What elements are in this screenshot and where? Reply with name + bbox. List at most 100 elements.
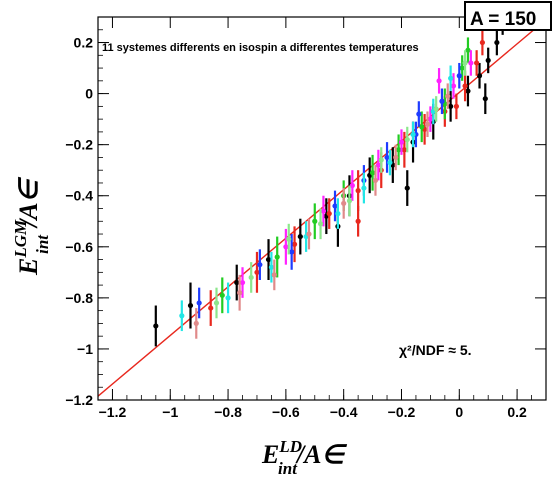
data-point [410,131,416,138]
data-point [436,78,442,84]
data-point [393,154,399,161]
data-point [326,211,332,217]
data-point [433,106,439,112]
data-point [476,73,483,79]
data-point [462,60,468,66]
x-tick-label: 0 [455,404,463,420]
data-point [355,188,361,194]
data-point [465,47,471,53]
data-point [482,96,488,102]
data-point [485,57,491,64]
data-point [465,88,471,94]
y-tick-label: −1 [77,341,93,357]
x-tick-label: −0.2 [388,404,416,420]
data-point [439,98,445,104]
data-point [427,116,433,122]
x-tick-label: −0.4 [330,404,358,420]
data-point [283,244,289,250]
data-point [404,136,410,143]
data-point [268,264,275,270]
data-point [274,254,280,260]
data-point [312,218,318,224]
data-point [265,256,272,263]
data-point [375,162,381,168]
data-point [494,39,500,46]
axis-ticks-layer [97,16,547,401]
y-axis-title-rest: /A∈ [14,176,43,229]
y-tick-label: 0.2 [74,35,94,51]
data-point [404,185,410,191]
data-point [219,292,225,298]
data-point [448,103,454,109]
x-axis-title-sub: int [278,459,298,478]
data-point [468,60,474,66]
chart-subtitle: 11 systemes differents en isospin a diff… [102,42,419,54]
data-point [187,302,194,309]
data-point [349,182,355,189]
data-point [355,218,361,224]
y-tick-label: −0.6 [65,239,93,255]
data-point [234,279,240,286]
data-point [239,279,246,286]
x-tick-label: −1.2 [99,404,127,420]
data-point [474,60,480,66]
fit-line [97,19,547,397]
tick-labels-layer: −1.2 −1 −0.8 −0.6 −0.4 −0.2 0 0.2 −1.2 −1 −0.8 −0.6… [65,35,527,420]
data-point [179,313,185,319]
x-axis-title-sup: LD [278,437,302,456]
data-point [459,65,465,71]
x-axis-title-rest: /A∈ [295,440,348,469]
data-point [257,262,263,268]
data-point [341,200,347,206]
y-axis-title-main: E [14,258,43,276]
data-point [372,177,379,184]
data-point [384,154,390,161]
x-tick-label: −0.6 [272,404,300,420]
y-tick-label: 0 [85,86,93,102]
x-axis-title: ELD int/A∈ [261,437,347,478]
data-point [237,290,243,296]
data-point [462,83,468,89]
y-tick-label: −0.8 [65,290,93,306]
data-point [419,124,425,130]
x-axis-title-main: E [261,440,279,469]
y-tick-label: −1.2 [65,392,93,408]
y-axis-title-sup: LGM [11,219,30,259]
data-point [395,147,402,153]
data-point [378,157,384,163]
fit-line-layer [97,19,547,397]
data-point [289,249,295,255]
y-axis-title-sub: int [33,234,52,254]
data-point [445,93,451,99]
data-point [335,211,341,217]
data-point [153,323,159,329]
data-point [193,320,199,326]
x-tick-label: −0.8 [214,404,242,420]
data-point [387,159,393,166]
chart-title: A = 150 [470,9,536,30]
fit-annotation: χ²/NDF ≈ 5. [399,342,472,358]
data-point [196,300,202,306]
data-point [213,300,220,306]
data-point [254,269,260,275]
data-point [398,139,405,145]
data-point [456,73,462,79]
data-point [286,236,292,242]
data-point [306,231,312,237]
data-point [416,111,422,117]
data-point [208,305,214,311]
title-box [464,1,552,31]
data-point [297,233,303,240]
data-point [317,221,324,227]
x-tick-label: 0.2 [507,404,527,420]
data-point [448,75,454,81]
data-point [248,274,254,281]
data-point [450,83,457,89]
data-point [291,241,298,247]
y-tick-label: −0.4 [65,188,93,204]
data-point [320,208,327,214]
x-tick-label: −1 [162,404,178,420]
data-point [225,295,231,301]
y-axis-title: ELGM int/A∈ [11,176,52,276]
